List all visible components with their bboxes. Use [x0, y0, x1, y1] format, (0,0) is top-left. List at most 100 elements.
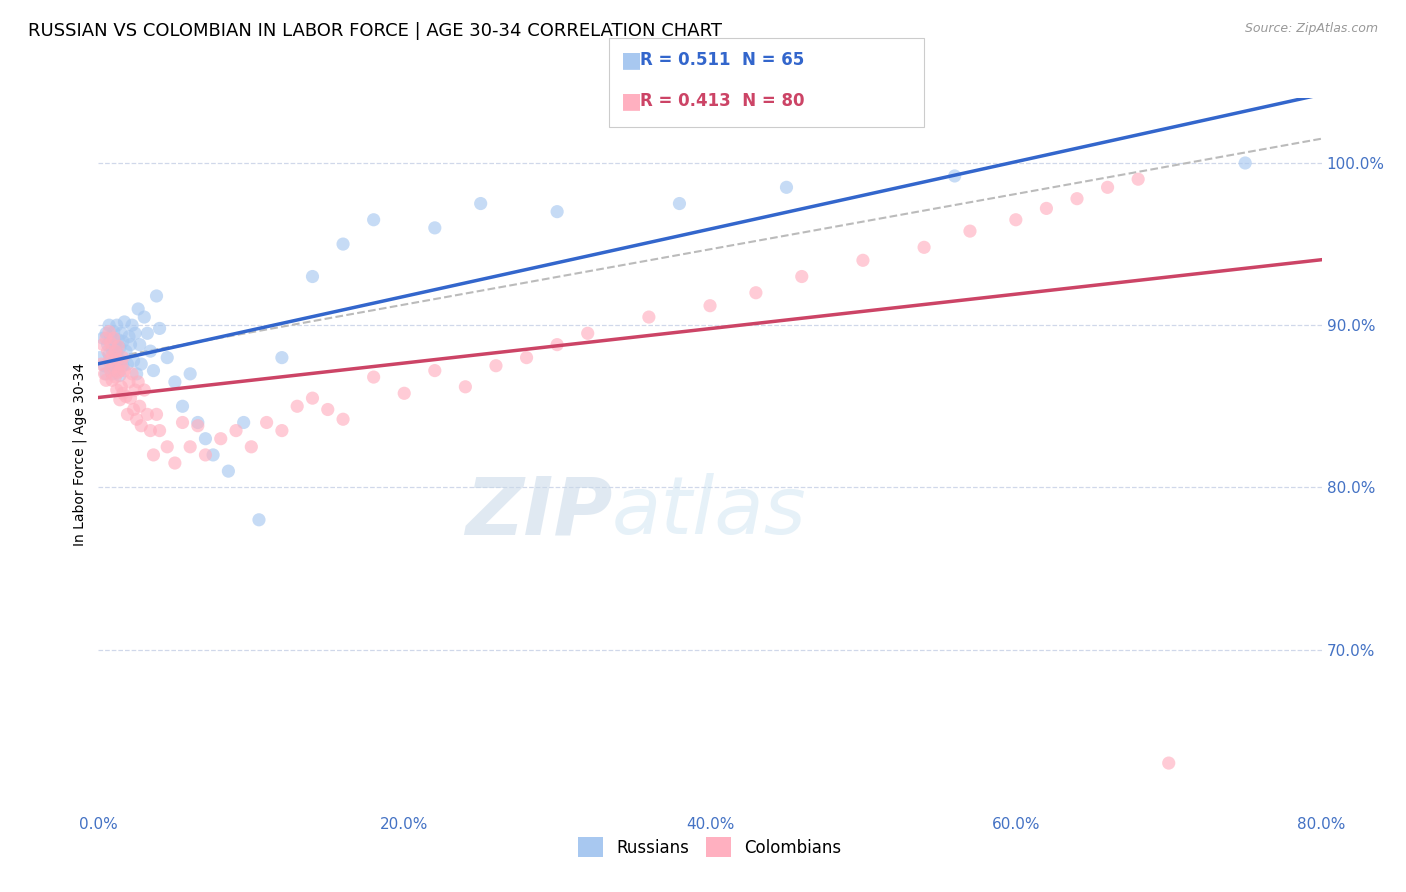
Point — [107, 365, 129, 379]
Point — [285, 399, 308, 413]
Point — [108, 368, 131, 383]
Text: RUSSIAN VS COLOMBIAN IN LABOR FORCE | AGE 30-34 CORRELATION CHART: RUSSIAN VS COLOMBIAN IN LABOR FORCE | AG… — [28, 22, 723, 40]
Point — [1035, 202, 1057, 216]
Point — [93, 359, 115, 373]
Point — [93, 367, 115, 381]
Point — [98, 354, 121, 368]
Point — [110, 354, 132, 368]
Point — [1234, 156, 1257, 170]
Point — [316, 402, 339, 417]
Text: Source: ZipAtlas.com: Source: ZipAtlas.com — [1244, 22, 1378, 36]
Point — [124, 383, 146, 397]
Point — [117, 357, 139, 371]
Point — [149, 321, 172, 335]
Point — [959, 224, 981, 238]
Point — [100, 329, 122, 343]
Point — [94, 373, 117, 387]
Point — [194, 448, 217, 462]
Point — [775, 180, 797, 194]
Point — [1157, 756, 1180, 770]
Point — [142, 448, 165, 462]
Point — [118, 375, 141, 389]
Point — [790, 269, 813, 284]
Point — [142, 363, 165, 377]
Legend: Russians, Colombians: Russians, Colombians — [572, 830, 848, 864]
Point — [209, 432, 232, 446]
Point — [637, 310, 661, 324]
Point — [129, 357, 152, 371]
Point — [105, 383, 128, 397]
Point — [485, 359, 508, 373]
Point — [115, 344, 138, 359]
Point — [270, 424, 292, 438]
Point — [104, 370, 127, 384]
Point — [97, 344, 120, 359]
Point — [112, 315, 135, 329]
Point — [127, 301, 149, 316]
Point — [145, 408, 167, 422]
Point — [454, 380, 477, 394]
Point — [104, 337, 127, 351]
Point — [100, 357, 122, 371]
Point — [332, 412, 354, 426]
Point — [301, 391, 323, 405]
Point — [163, 456, 186, 470]
Point — [149, 424, 172, 438]
Point — [105, 352, 128, 367]
Point — [121, 318, 143, 333]
Point — [129, 418, 152, 433]
Point — [301, 269, 323, 284]
Point — [104, 363, 127, 377]
Point — [139, 344, 162, 359]
Point — [332, 237, 354, 252]
Point — [912, 240, 935, 254]
Point — [745, 285, 768, 300]
Point — [363, 212, 385, 227]
Point — [101, 343, 124, 357]
Point — [110, 326, 132, 341]
Point — [187, 416, 209, 430]
Text: R = 0.511  N = 65: R = 0.511 N = 65 — [640, 51, 804, 69]
Point — [111, 386, 134, 401]
Point — [101, 367, 124, 381]
Point — [120, 391, 142, 405]
Point — [156, 440, 179, 454]
Point — [90, 357, 112, 371]
Point — [107, 333, 129, 347]
Point — [125, 412, 148, 426]
Point — [100, 363, 122, 377]
Point — [668, 196, 690, 211]
Point — [156, 351, 179, 365]
Point — [108, 341, 131, 355]
Point — [98, 347, 121, 361]
Point — [103, 354, 125, 368]
Text: ■: ■ — [621, 50, 643, 70]
Point — [103, 325, 125, 339]
Point — [172, 416, 194, 430]
Point — [163, 375, 186, 389]
Point — [187, 418, 209, 433]
Point — [103, 360, 125, 375]
Point — [1128, 172, 1150, 186]
Point — [105, 318, 128, 333]
Point — [139, 424, 162, 438]
Point — [134, 383, 156, 397]
Point — [423, 363, 446, 377]
Point — [699, 299, 721, 313]
Point — [110, 380, 132, 394]
Point — [122, 402, 145, 417]
Point — [128, 399, 150, 413]
Point — [94, 367, 117, 381]
Point — [101, 349, 124, 363]
Point — [111, 334, 134, 349]
Point — [172, 399, 194, 413]
Point — [115, 390, 138, 404]
Point — [100, 336, 122, 351]
Point — [270, 351, 292, 365]
Point — [546, 337, 568, 351]
Point — [217, 464, 239, 478]
Point — [232, 416, 254, 430]
Point — [104, 344, 127, 359]
Point — [363, 370, 385, 384]
Point — [111, 359, 134, 373]
